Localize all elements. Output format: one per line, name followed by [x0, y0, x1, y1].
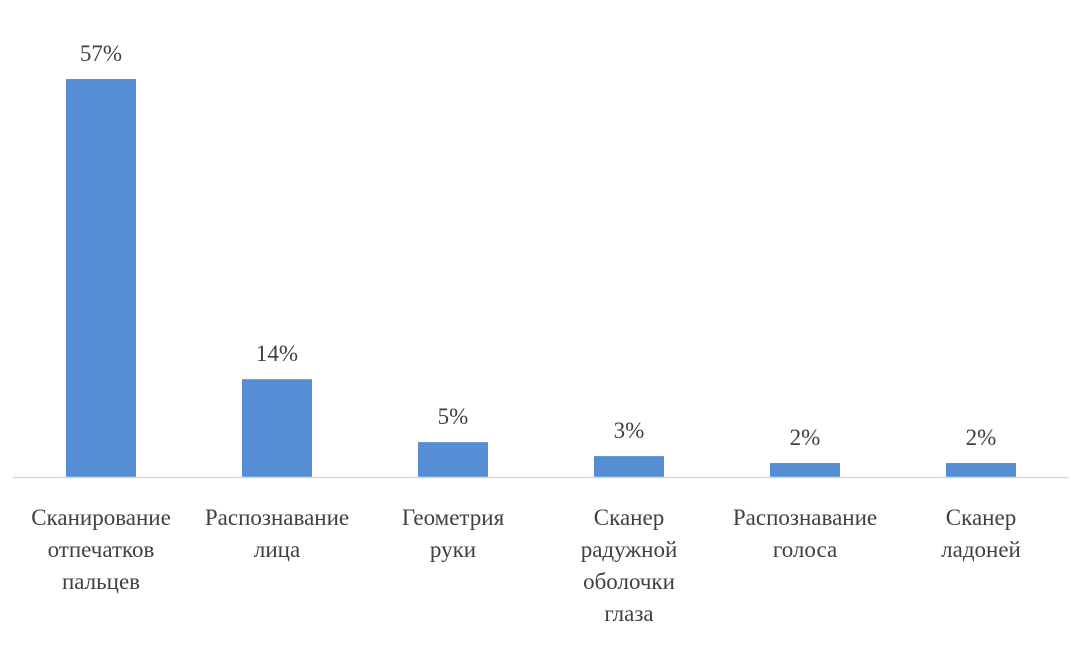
data-label-5: 2%	[790, 425, 821, 450]
bar-4	[594, 456, 664, 477]
category-label-line: Сканер	[594, 505, 664, 530]
bar-2	[242, 379, 312, 477]
category-label-line: голоса	[773, 537, 837, 562]
data-label-6: 2%	[966, 425, 997, 450]
category-label-4: Сканер радужной оболочки глаза	[581, 505, 678, 626]
category-label-line: отпечатков	[48, 537, 155, 562]
category-label-6: Сканер ладоней	[941, 505, 1021, 562]
category-label-line: Сканирование	[31, 505, 171, 530]
category-label-line: ладоней	[941, 537, 1021, 562]
data-label-3: 5%	[438, 404, 469, 429]
bar-6	[946, 463, 1016, 477]
category-label-3: Геометрия руки	[402, 505, 505, 562]
category-label-5: Распознавание голоса	[733, 505, 877, 562]
category-label-1: Сканирование отпечатков пальцев	[31, 505, 171, 594]
category-label-line: глаза	[604, 601, 653, 626]
bars-group	[66, 79, 1016, 477]
data-label-1: 57%	[80, 41, 122, 66]
bar-1	[66, 79, 136, 477]
category-label-line: пальцев	[62, 569, 140, 594]
category-label-line: радужной	[581, 537, 678, 562]
category-label-line: руки	[430, 537, 476, 562]
category-label-line: лица	[254, 537, 300, 562]
category-label-line: Распознавание	[205, 505, 349, 530]
category-label-2: Распознавание лица	[205, 505, 349, 562]
bar-3	[418, 442, 488, 477]
bar-5	[770, 463, 840, 477]
category-label-line: оболочки	[583, 569, 675, 594]
category-labels-group: Сканирование отпечатков пальцев Распознаван…	[31, 505, 1021, 626]
category-label-line: Распознавание	[733, 505, 877, 530]
category-label-line: Геометрия	[402, 505, 505, 530]
data-label-2: 14%	[256, 341, 298, 366]
category-label-line: Сканер	[946, 505, 1016, 530]
value-labels-group: 57% 14% 5% 3% 2% 2%	[80, 41, 996, 450]
data-label-4: 3%	[614, 418, 645, 443]
